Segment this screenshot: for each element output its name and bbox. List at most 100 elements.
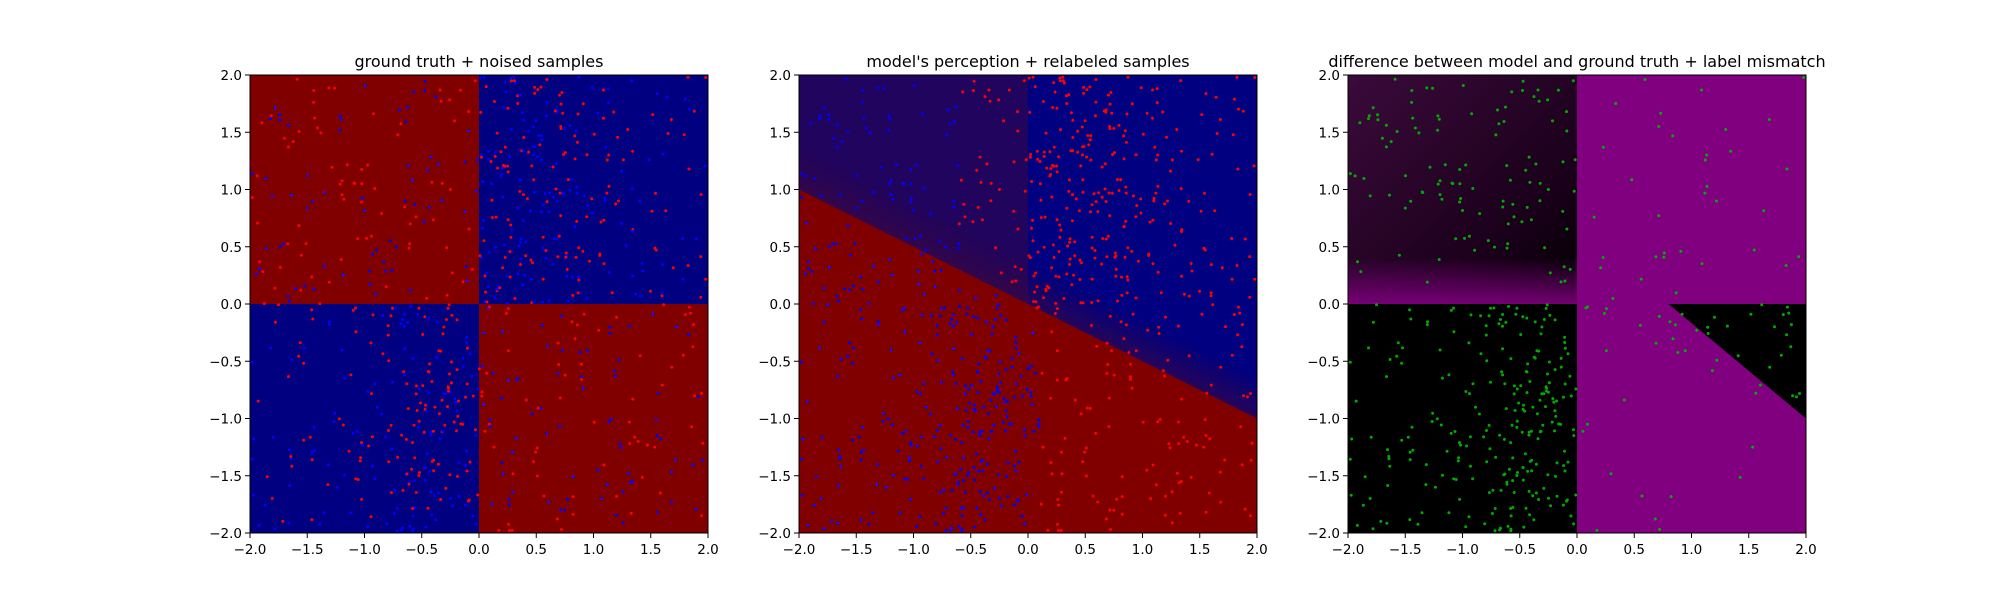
sample-point (1502, 437, 1506, 441)
sample-point (506, 378, 510, 382)
sample-point (1014, 279, 1018, 283)
sample-point (1385, 521, 1389, 525)
sample-point (457, 494, 461, 498)
sample-point (1487, 491, 1491, 495)
sample-point (1243, 507, 1247, 511)
sample-point (871, 264, 875, 268)
sample-point (1553, 368, 1557, 372)
sample-point (1111, 153, 1114, 156)
sample-point (1090, 203, 1094, 207)
sample-point (256, 399, 260, 403)
sample-point (510, 490, 514, 494)
sample-point (621, 158, 625, 162)
sample-point (428, 469, 432, 473)
sample-point (629, 511, 633, 515)
sample-point (554, 162, 558, 166)
sample-point (559, 102, 563, 106)
sample-point (360, 200, 364, 204)
sample-point (861, 425, 865, 429)
sample-point (1096, 500, 1100, 504)
sample-point (1431, 86, 1434, 90)
sample-point (1413, 126, 1417, 130)
sample-point (1014, 382, 1018, 386)
sample-point (919, 435, 923, 439)
sample-point (461, 365, 465, 369)
sample-point (1561, 503, 1565, 507)
scatter-points (250, 75, 708, 533)
sample-point (1014, 469, 1018, 473)
sample-point (1350, 437, 1354, 441)
sample-point (1653, 517, 1657, 521)
y-tick-label: −1.0 (1307, 412, 1340, 428)
sample-point (477, 367, 481, 371)
sample-point (638, 294, 642, 298)
sample-point (1505, 246, 1509, 250)
sample-point (304, 242, 308, 246)
sample-point (361, 197, 365, 200)
sample-point (1568, 267, 1572, 271)
sample-point (827, 265, 831, 269)
sample-point (1499, 318, 1502, 321)
sample-point (476, 493, 480, 497)
sample-point (697, 395, 700, 399)
sample-point (501, 472, 505, 476)
sample-point (1106, 234, 1110, 238)
x-tick-label: −1.0 (348, 542, 381, 558)
sample-point (701, 441, 705, 445)
sample-point (281, 519, 285, 523)
sample-point (1520, 430, 1524, 434)
sample-point (956, 246, 960, 250)
sample-point (837, 448, 840, 452)
sample-point (1050, 472, 1054, 476)
sample-point (952, 347, 955, 351)
sample-point (1055, 218, 1059, 222)
sample-point (835, 123, 839, 127)
x-tick-label: 1.5 (1189, 542, 1210, 558)
sample-point (1017, 460, 1021, 464)
sample-point (1471, 382, 1475, 386)
sample-point (354, 330, 358, 334)
sample-point (1108, 508, 1112, 512)
panel-model-perception: model's perception + relabeled samples −… (758, 52, 1268, 558)
panel-title: difference between model and ground trut… (1328, 52, 1825, 71)
sample-point (1214, 95, 1218, 99)
sample-point (1220, 266, 1224, 270)
sample-point (1514, 312, 1518, 316)
sample-point (839, 358, 843, 361)
sample-point (1236, 305, 1240, 309)
sample-point (1116, 299, 1119, 303)
sample-point (257, 523, 261, 527)
sample-point (411, 441, 415, 445)
sample-point (933, 285, 937, 289)
sample-point (1182, 435, 1186, 439)
sample-point (559, 314, 563, 318)
x-tick-label: 1.0 (1132, 542, 1153, 558)
sample-point (559, 214, 563, 218)
sample-point (876, 323, 880, 327)
sample-point (1368, 194, 1372, 198)
sample-point (1531, 494, 1535, 498)
sample-point (958, 304, 962, 308)
sample-point (414, 215, 418, 219)
sample-point (446, 306, 450, 310)
sample-point (288, 448, 291, 452)
sample-point (1762, 209, 1766, 213)
sample-point (1555, 494, 1559, 498)
sample-point (299, 253, 303, 257)
sample-point (423, 89, 426, 92)
sample-point (687, 167, 691, 171)
sample-point (1107, 396, 1111, 400)
sample-point (1112, 508, 1116, 512)
sample-point (1026, 367, 1030, 371)
sample-point (1134, 296, 1138, 300)
sample-point (1027, 254, 1031, 258)
sample-point (996, 389, 999, 393)
sample-point (1459, 197, 1463, 200)
sample-point (1477, 412, 1481, 416)
sample-point (836, 375, 839, 379)
sample-point (950, 488, 954, 492)
sample-point (1131, 312, 1135, 316)
sample-point (455, 368, 459, 372)
sample-point (1464, 390, 1468, 393)
sample-point (376, 405, 379, 409)
